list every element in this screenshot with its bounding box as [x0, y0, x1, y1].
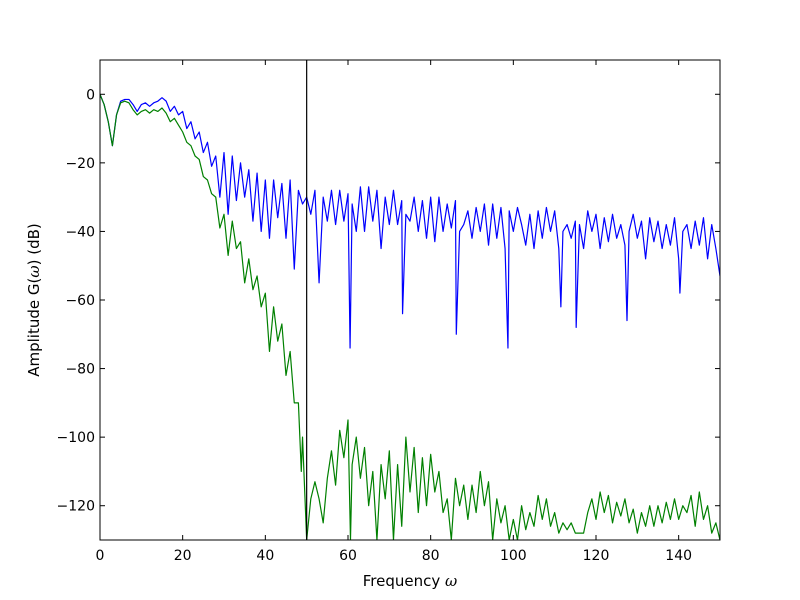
y-tick-label: −40 — [65, 224, 95, 240]
x-tick-label: 80 — [422, 548, 440, 564]
x-tick-label: 120 — [583, 548, 610, 564]
series-line-1 — [100, 94, 720, 349]
series-layer — [100, 94, 720, 540]
y-tick-label: −100 — [57, 430, 95, 446]
x-tick-label: 20 — [174, 548, 192, 564]
y-tick-label: 0 — [86, 87, 95, 103]
x-tick-label: 40 — [256, 548, 274, 564]
x-tick-label: 100 — [500, 548, 527, 564]
x-axis-label-symbol: ω — [445, 572, 457, 590]
x-tick-label: 0 — [96, 548, 105, 564]
x-tick-label: 60 — [339, 548, 357, 564]
y-tick-label: −80 — [65, 362, 95, 378]
y-axis-label: Amplitude G(ω) (dB) — [25, 223, 43, 377]
x-tick-label: 140 — [665, 548, 692, 564]
series-line-2 — [100, 94, 720, 540]
y-tick-label: −120 — [57, 499, 95, 515]
y-axis-label-symbol: ω — [25, 265, 43, 277]
y-tick-label: −20 — [65, 156, 95, 172]
ticks-layer — [99, 60, 720, 540]
y-tick-label: −60 — [65, 293, 95, 309]
x-axis-label: Frequency ω — [363, 572, 458, 590]
tick-labels-layer: 0 20 40 60 80 100 120 140 0 −20 −40 −60 −80 −100 −120 — [57, 87, 692, 564]
